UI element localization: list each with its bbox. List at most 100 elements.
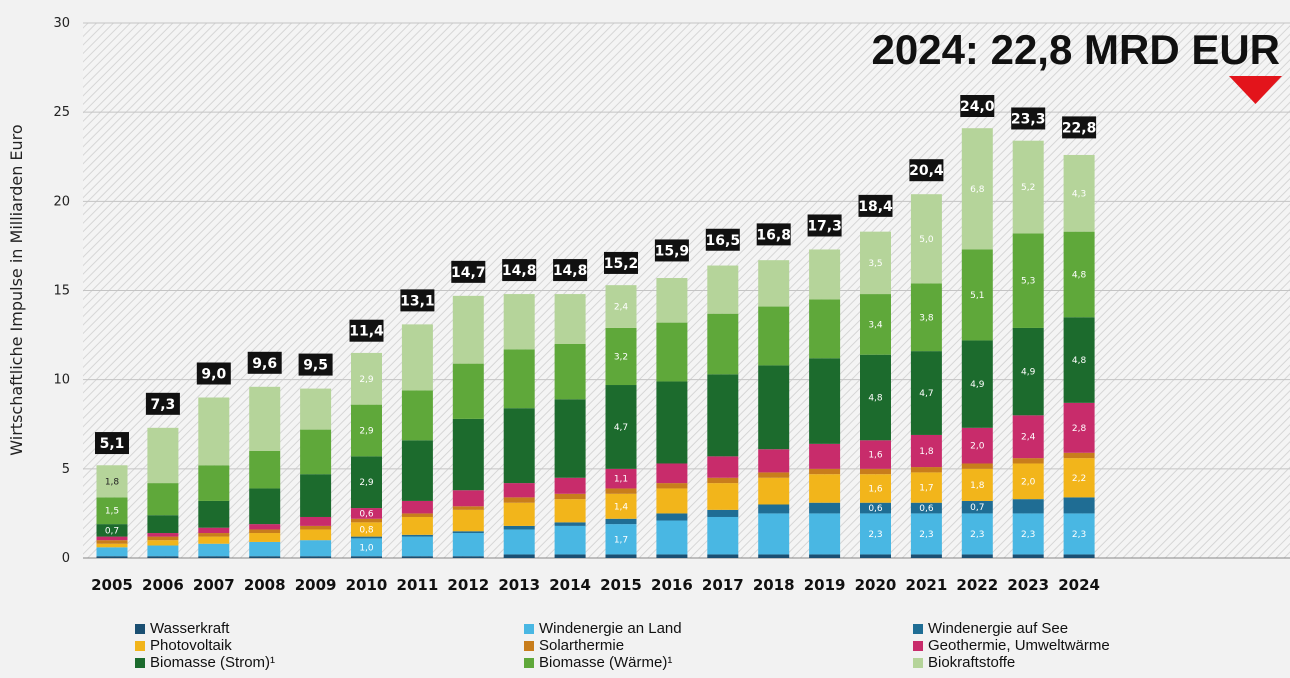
segment-value-label: 2,3	[1021, 530, 1035, 540]
bar-segment	[452, 531, 484, 534]
segment-value-label: 1,8	[919, 447, 934, 457]
bar-segment	[1063, 554, 1095, 558]
bar-segment	[503, 554, 535, 558]
segment-value-label: 4,7	[614, 423, 628, 433]
legend-label: Windenergie an Land	[539, 620, 682, 637]
bar-segment	[300, 388, 332, 430]
bar-segment	[961, 468, 993, 501]
x-tick-label: 2018	[753, 576, 795, 594]
x-tick-label: 2022	[956, 576, 998, 594]
bar-segment	[1063, 458, 1095, 498]
bar-segment	[147, 545, 179, 557]
total-label-box	[705, 228, 740, 251]
bar-segment	[351, 352, 382, 405]
bar-segment	[910, 513, 942, 555]
bar-segment	[147, 533, 179, 537]
x-tick-label: 2013	[498, 576, 540, 594]
bar-segment	[1063, 513, 1095, 555]
bar-segment	[910, 472, 942, 503]
total-label: 9,0	[201, 367, 226, 383]
total-label-box	[553, 259, 588, 282]
x-tick-label: 2016	[651, 576, 693, 594]
total-label: 11,4	[349, 324, 384, 340]
x-tick-label: 2009	[295, 576, 337, 594]
bar-segment	[503, 349, 535, 409]
bar-segment	[96, 540, 128, 544]
total-label: 20,4	[909, 163, 944, 179]
bar-segment	[452, 363, 484, 419]
legend-label: Solarthermie	[539, 637, 625, 654]
y-tick-label: 20	[53, 194, 70, 209]
y-tick-label: 10	[53, 373, 70, 388]
legend-label: Wasserkraft	[150, 620, 230, 637]
bar-segment	[605, 524, 637, 555]
bar-segment	[656, 278, 688, 323]
total-label-box	[451, 260, 486, 283]
bar-segment	[300, 429, 332, 475]
total-label-box	[756, 223, 791, 246]
bar-segment	[758, 365, 790, 450]
segment-value-label: 1,1	[614, 475, 628, 485]
bar-segment	[300, 529, 332, 541]
legend-swatch	[913, 623, 923, 634]
bar-segment	[1012, 499, 1044, 514]
bar-segment	[1063, 231, 1095, 318]
bar-segment	[554, 477, 586, 494]
legend-swatch	[913, 657, 923, 668]
bar-segment	[401, 536, 433, 557]
bar-segment	[351, 404, 382, 457]
bar-segment	[249, 529, 281, 534]
bar-segment	[147, 427, 179, 484]
bar-segment	[656, 483, 688, 489]
legend-swatch	[135, 623, 145, 634]
bar-segment	[758, 306, 790, 366]
bar-segment	[198, 543, 230, 557]
x-tick-label: 2011	[397, 576, 439, 594]
bar-segment	[758, 477, 790, 505]
bar-segment	[452, 533, 484, 557]
bar-segment	[809, 468, 841, 475]
bar-segment	[809, 474, 841, 503]
segment-value-label: 1,6	[868, 451, 883, 461]
bar-segment	[707, 554, 739, 558]
bar-segment	[860, 231, 891, 295]
segment-value-label: 2,0	[970, 442, 985, 452]
legend-label: Windenergie auf See	[928, 620, 1069, 637]
bar-segment	[910, 502, 942, 514]
bar-segment	[1012, 327, 1044, 416]
bar-segment	[809, 443, 841, 469]
segment-value-label: 1,6	[868, 484, 883, 494]
bar-segment	[605, 385, 637, 469]
bar-segment	[300, 474, 332, 517]
total-label: 9,6	[252, 356, 277, 372]
bar-segment	[300, 540, 332, 557]
y-tick-label: 25	[53, 105, 70, 120]
segment-value-label: 2,4	[1021, 433, 1036, 443]
legend-item: Biomasse (Strom)¹	[135, 654, 524, 671]
bar-segment	[198, 465, 230, 501]
bar-segment	[249, 556, 281, 558]
bar-segment	[249, 488, 281, 525]
bar-segment	[860, 502, 891, 514]
segment-value-label: 2,3	[919, 530, 933, 540]
bar-segment	[707, 313, 739, 375]
bar-segment	[961, 427, 993, 464]
segment-value-label: 6,8	[970, 185, 985, 195]
bar-segment	[198, 556, 230, 558]
segment-value-label: 4,9	[970, 380, 985, 390]
bar-segment	[147, 515, 179, 534]
stacked-bar-chart: 0 5 10 15 20 25 30 Wirtschaftliche Impulse in …	[7, 16, 1290, 594]
segment-value-label: 2,9	[359, 426, 374, 436]
segment-value-label: 4,9	[1021, 368, 1036, 378]
bar-segment	[351, 518, 382, 523]
bar-segment	[503, 502, 535, 526]
bar-segment	[249, 386, 281, 451]
bar-segment	[605, 468, 637, 489]
bar-segment	[1012, 554, 1044, 558]
segment-value-label: 1,7	[614, 535, 628, 545]
bar-segment	[605, 488, 637, 494]
total-label-box	[196, 362, 231, 385]
total-label-box	[960, 95, 995, 117]
bar-segment	[860, 474, 891, 503]
bar-segment	[707, 516, 739, 555]
